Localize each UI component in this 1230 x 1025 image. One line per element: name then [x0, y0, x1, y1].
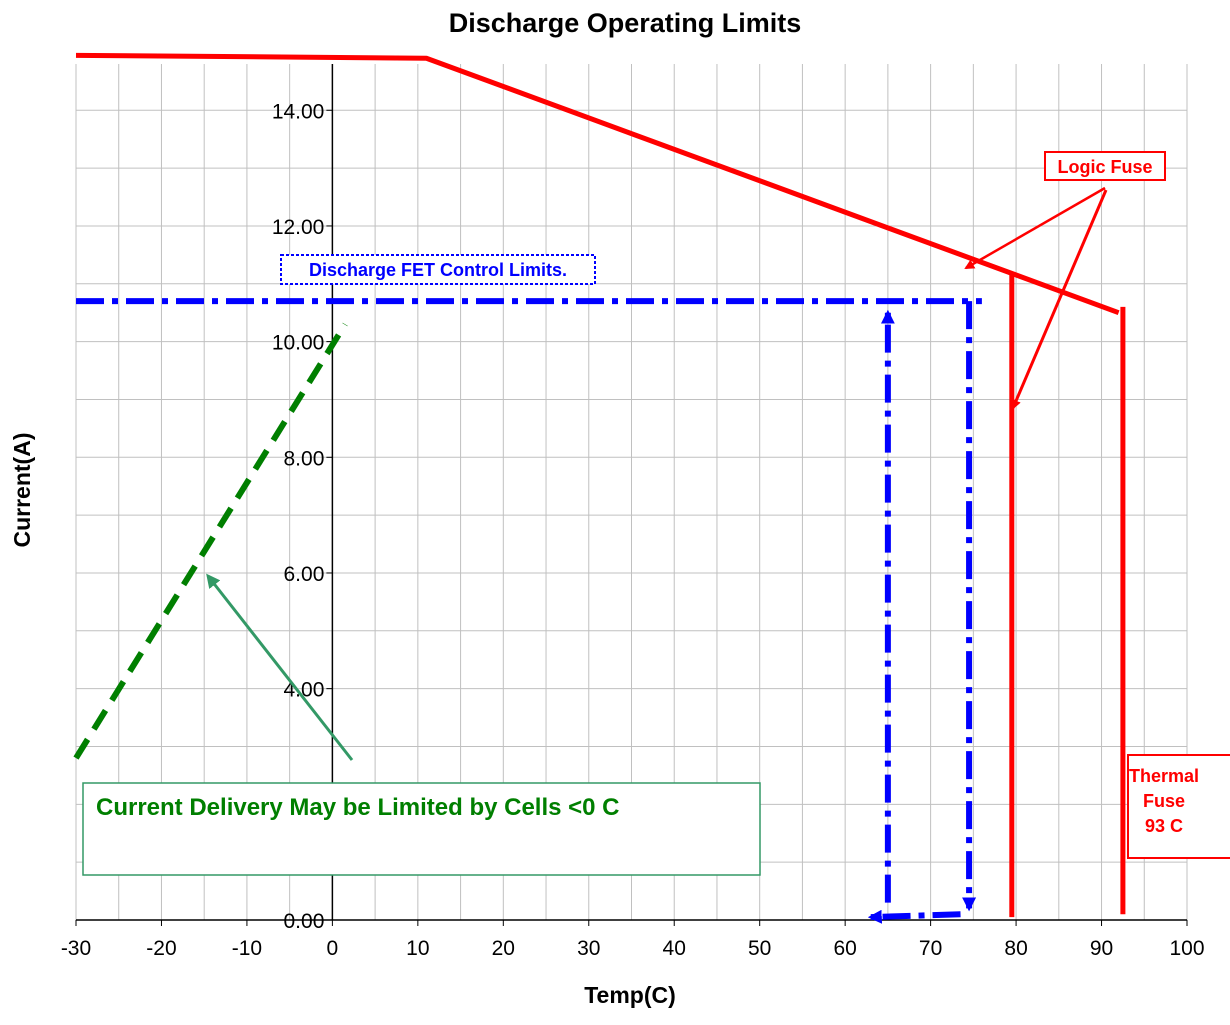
y-axis-label: Current(A): [9, 433, 35, 548]
x-tick-label: 60: [833, 937, 856, 960]
thermal-fuse-line-3: 93 C: [1145, 816, 1183, 836]
x-tick-label: -10: [232, 937, 262, 960]
x-tick-label: 40: [663, 937, 686, 960]
cells-note-arrow: [206, 573, 354, 761]
chart-title: Discharge Operating Limits: [449, 8, 802, 38]
y-tick-label: 6.00: [284, 563, 325, 586]
thermal-fuse-line-2: Fuse: [1143, 791, 1185, 811]
x-tick-label: 100: [1169, 937, 1204, 960]
x-tick-label: 80: [1004, 937, 1027, 960]
fet-label-annotation: Discharge FET Control Limits.: [280, 254, 596, 285]
logic-fuse-label: Logic Fuse: [1057, 157, 1152, 177]
grid: [75, 64, 1188, 921]
thermal-fuse-line-1: Thermal: [1129, 766, 1199, 786]
logic-fuse-arrow-1: [964, 186, 1106, 270]
y-tick-label: 10.00: [272, 332, 325, 355]
series-line-1: [75, 52, 1120, 316]
logic-fuse-annotation: Logic Fuse: [964, 151, 1166, 410]
x-tick-label: 90: [1090, 937, 1113, 960]
x-tick-label: 50: [748, 937, 771, 960]
fet-label: Discharge FET Control Limits.: [309, 260, 567, 280]
x-tick-label: 70: [919, 937, 942, 960]
cells-note-annotation: Current Delivery May be Limited by Cells…: [82, 573, 761, 876]
y-tick-label: 12.00: [272, 216, 325, 239]
y-tick-label: 0.00: [284, 910, 325, 933]
x-tick-label: 30: [577, 937, 600, 960]
x-tick-label: 10: [406, 937, 429, 960]
x-tick-label: 20: [492, 937, 515, 960]
x-tick-labels: -30 -10 -20 0 10 20 30 40 50 60 70 80 90 100: [61, 920, 1205, 960]
x-tick-label: 0: [327, 937, 339, 960]
series-line-6: [73, 322, 348, 760]
x-axis-label: Temp(C): [584, 982, 676, 1008]
axes: [76, 64, 1187, 921]
y-tick-label: 14.00: [272, 100, 325, 123]
x-tick-label: -20: [146, 937, 176, 960]
y-tick-label: 8.00: [284, 447, 325, 470]
logic-fuse-arrow-2: [1011, 189, 1108, 410]
thermal-fuse-annotation: Thermal Fuse 93 C: [1127, 754, 1230, 859]
cells-note-label: Current Delivery May be Limited by Cells…: [96, 794, 620, 821]
series-line-5: [867, 909, 961, 924]
x-tick-label: -30: [61, 937, 91, 960]
series: [73, 52, 1126, 924]
